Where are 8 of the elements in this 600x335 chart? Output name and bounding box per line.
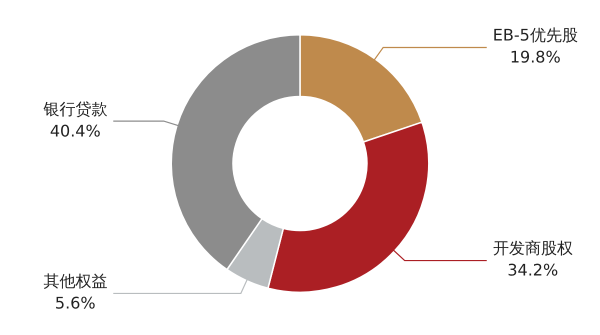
slice-label: 其他权益 bbox=[43, 272, 108, 291]
slice-label: EB-5优先股 bbox=[492, 26, 578, 45]
data-label: 40.4% bbox=[50, 121, 101, 140]
slice-label: 银行贷款 bbox=[42, 99, 108, 118]
data-label: 5.6% bbox=[54, 294, 96, 313]
data-label: 19.8% bbox=[510, 48, 561, 67]
slice-label: 开发商股权 bbox=[492, 238, 573, 258]
data-label: 34.2% bbox=[507, 260, 558, 280]
